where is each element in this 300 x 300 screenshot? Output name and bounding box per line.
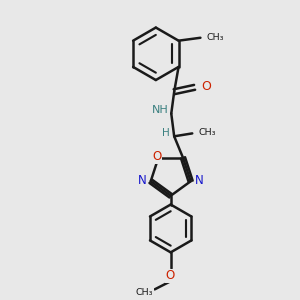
Text: N: N: [138, 174, 147, 187]
Text: O: O: [201, 80, 211, 93]
Text: NH: NH: [152, 105, 169, 115]
Text: CH₃: CH₃: [199, 128, 216, 137]
Text: O: O: [152, 150, 161, 164]
Text: CH₃: CH₃: [207, 33, 224, 42]
Text: N: N: [194, 174, 203, 187]
Text: O: O: [166, 269, 175, 282]
Text: H: H: [162, 128, 170, 138]
Text: CH₃: CH₃: [136, 288, 153, 297]
